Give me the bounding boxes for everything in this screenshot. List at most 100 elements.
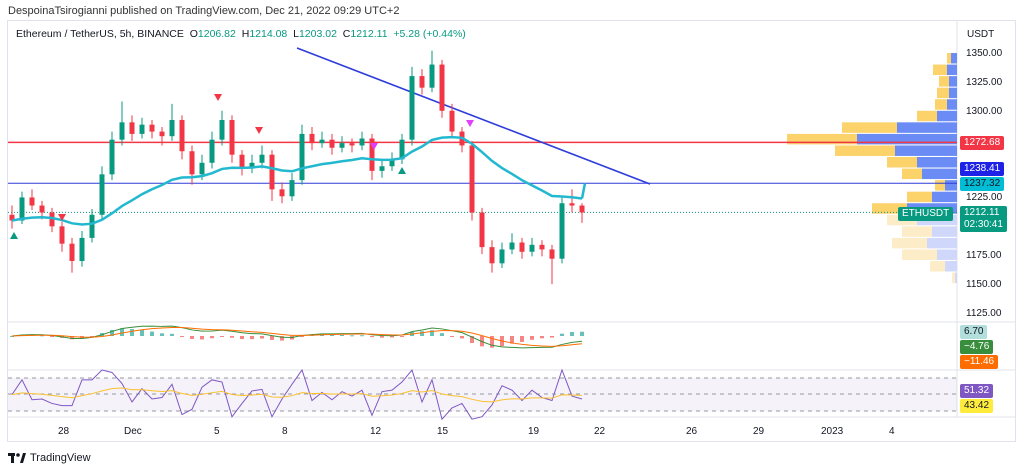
volume-profile-bar — [927, 237, 957, 249]
volume-profile-bar — [922, 168, 957, 180]
macd-histogram-bar — [220, 336, 224, 337]
macd-histogram-bar — [490, 336, 494, 348]
macd-histogram-bar — [130, 329, 134, 336]
candle-body — [219, 120, 225, 140]
candle-body — [409, 76, 415, 140]
candle-body — [299, 133, 305, 181]
candle-body — [209, 139, 215, 163]
candle-body — [129, 122, 135, 134]
candle-body — [509, 242, 515, 250]
candle-body — [419, 76, 425, 88]
candle-body — [319, 139, 325, 144]
candle-body — [229, 120, 235, 155]
volume-profile-bar — [939, 76, 949, 87]
candle-body — [29, 197, 35, 206]
macd-histogram-bar — [330, 334, 334, 336]
macd-histogram-bar — [70, 336, 74, 340]
candle-body — [389, 159, 395, 167]
macd-histogram-bar — [120, 328, 124, 336]
volume-profile-bar — [917, 110, 937, 122]
candle-body — [309, 133, 315, 144]
macd-histogram-bar — [560, 333, 564, 336]
volume-profile-bar — [907, 191, 932, 203]
tradingview-icon — [8, 453, 26, 463]
ema-price-label: 1237.32 — [960, 177, 1005, 191]
candle-body — [99, 174, 105, 215]
volume-profile-bar — [917, 157, 957, 168]
macd-histogram-bar — [270, 336, 274, 340]
red-line-price-label: 1272.68 — [960, 136, 1005, 150]
candle-body — [279, 189, 285, 197]
macd-line-label: −4.76 — [960, 340, 994, 354]
macd-histogram-bar — [380, 336, 384, 338]
tradingview-logo[interactable]: TradingView — [8, 452, 91, 464]
buy-signal-icon — [10, 232, 18, 239]
macd-histogram-bar — [450, 336, 454, 337]
volume-profile-bar — [947, 64, 957, 76]
change-value: +5.28 (+0.44%) — [393, 28, 466, 40]
candle-body — [579, 205, 585, 213]
volume-profile-bar — [842, 122, 897, 133]
brand-name: TradingView — [30, 452, 91, 464]
volume-profile-bar — [835, 145, 895, 156]
macd-histogram-bar — [510, 336, 514, 344]
candle-body — [499, 249, 505, 264]
macd-histogram-bar — [150, 331, 154, 336]
macd-histogram-bar — [230, 336, 234, 338]
date-tick: 5 — [214, 426, 220, 437]
volume-profile-bar — [955, 272, 957, 284]
volume-profile-bar — [902, 226, 932, 237]
trend-line — [296, 47, 651, 185]
macd-histogram-bar — [140, 329, 144, 336]
candle-body — [19, 197, 25, 221]
candle-body — [399, 139, 405, 160]
volume-profile-bar — [947, 53, 951, 64]
macd-histogram-bar — [250, 336, 254, 340]
macd-histogram-bar — [390, 336, 394, 338]
candle-body — [379, 166, 385, 171]
candle-body — [339, 143, 345, 148]
macd-histogram-bar — [530, 336, 534, 340]
price-tick: 1325.00 — [966, 76, 1003, 88]
macd-line — [11, 325, 583, 349]
date-tick: 29 — [753, 426, 765, 437]
candle-body — [359, 138, 365, 146]
volume-profile-bar — [857, 133, 957, 145]
candle-body — [49, 212, 55, 227]
candle-body — [449, 110, 455, 132]
last-price-label: 1212.11 02:30:41 — [960, 206, 1007, 232]
volume-profile-bar — [935, 180, 945, 191]
rsi-ma-line — [11, 387, 583, 403]
candle-body — [189, 151, 195, 175]
macd-histogram-bar — [280, 336, 284, 341]
candle-body — [529, 244, 535, 252]
price-tick: 1300.00 — [966, 105, 1003, 117]
bar-countdown: 02:30:41 — [964, 219, 1003, 230]
candle-body — [369, 138, 375, 171]
date-tick: 4 — [889, 426, 895, 437]
chart-frame[interactable] — [7, 20, 1016, 442]
macd-histogram-label: 6.70 — [960, 325, 988, 339]
high-value: 1214.08 — [249, 28, 288, 40]
candle-body — [109, 139, 115, 175]
ema-line — [11, 135, 583, 226]
macd-histogram-bar — [570, 331, 574, 336]
volume-profile-bar — [872, 203, 907, 214]
symbol-tag: ETHUSDT — [898, 207, 954, 221]
candle-body — [519, 242, 525, 252]
candle-body — [249, 162, 255, 169]
price-unit: USDT — [967, 29, 995, 40]
date-tick: 8 — [282, 426, 288, 437]
candle-body — [239, 154, 245, 169]
macd-histogram-bar — [360, 335, 364, 337]
low-value: 1203.02 — [298, 28, 337, 40]
macd-histogram-bar — [430, 330, 434, 336]
volume-profile-bar — [887, 157, 917, 168]
candle-body — [489, 247, 495, 264]
macd-histogram-bar — [300, 336, 304, 337]
price-tick: 1125.00 — [966, 308, 1002, 319]
candle-body — [569, 203, 575, 206]
symbol-legend: Ethereum / TetherUS, 5h, BINANCE O1206.8… — [16, 28, 466, 40]
date-tick: 2023 — [821, 426, 844, 437]
